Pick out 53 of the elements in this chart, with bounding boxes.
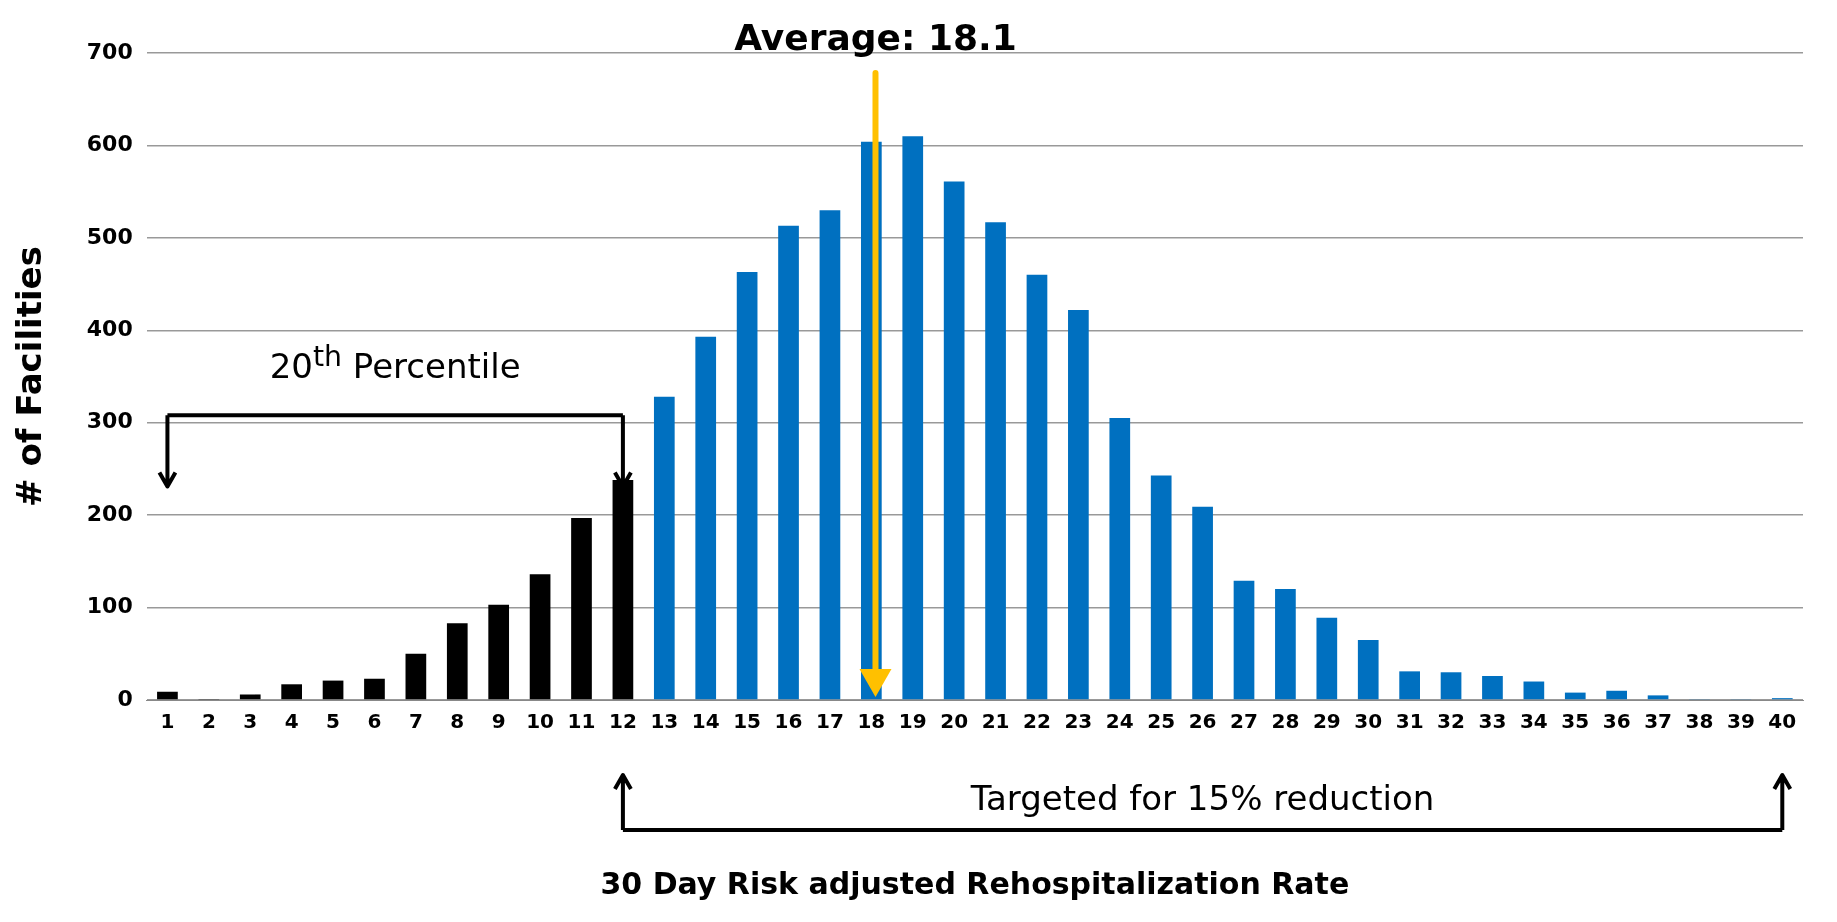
x-tick-label: 33 bbox=[1478, 709, 1507, 734]
x-tick-label: 22 bbox=[1023, 709, 1051, 734]
x-tick-label: 19 bbox=[898, 709, 927, 734]
x-tick-label: 35 bbox=[1561, 709, 1590, 734]
x-tick-label: 2 bbox=[201, 709, 216, 734]
x-tick-label: 12 bbox=[608, 709, 637, 734]
y-tick-label: 0 bbox=[117, 685, 133, 711]
y-axis-title: # of Facilities bbox=[9, 246, 50, 507]
y-tick-label: 300 bbox=[86, 408, 133, 434]
x-tick-label: 40 bbox=[1768, 709, 1797, 734]
x-tick-label: 28 bbox=[1271, 709, 1300, 734]
x-tick-label: 23 bbox=[1064, 709, 1093, 734]
x-tick-label: 32 bbox=[1437, 709, 1465, 734]
x-tick-label: 5 bbox=[326, 709, 341, 734]
x-tick-label: 3 bbox=[243, 709, 258, 734]
x-tick-label: 18 bbox=[857, 709, 886, 734]
x-tick-label: 4 bbox=[284, 709, 299, 734]
x-tick-label: 37 bbox=[1644, 709, 1672, 734]
x-tick-label: 7 bbox=[408, 709, 423, 734]
x-tick-label: 36 bbox=[1602, 709, 1631, 734]
x-tick-label: 13 bbox=[650, 709, 679, 734]
x-tick-label: 34 bbox=[1519, 709, 1548, 734]
y-tick-label: 100 bbox=[86, 593, 133, 619]
annotation: 20$^{th}$ Percentile bbox=[268, 340, 522, 387]
x-tick-label: 8 bbox=[450, 709, 465, 734]
text: Targeted for 15% reduction bbox=[969, 778, 1436, 818]
y-tick-label: 700 bbox=[86, 38, 133, 64]
x-tick-label: 21 bbox=[981, 709, 1010, 734]
x-tick-label: 1 bbox=[160, 709, 175, 734]
x-tick-label: 10 bbox=[526, 709, 555, 734]
x-tick-label: 16 bbox=[774, 709, 803, 734]
x-tick-label: 9 bbox=[491, 709, 506, 734]
y-tick-label: 400 bbox=[86, 316, 133, 341]
x-tick-label: 26 bbox=[1188, 709, 1217, 734]
y-tick-label: 200 bbox=[86, 500, 133, 526]
x-tick-label: 11 bbox=[567, 709, 596, 734]
ref-line-label: Average: 18.1 bbox=[734, 17, 1017, 59]
x-tick-label: 6 bbox=[367, 709, 382, 734]
x-axis-title: 30 Day Risk adjusted Rehospitalization Rate bbox=[600, 865, 1350, 901]
x-tick-label: 20 bbox=[940, 709, 969, 734]
x-tick-label: 14 bbox=[691, 709, 720, 734]
x-tick-label: 24 bbox=[1105, 709, 1134, 734]
y-tick-label: 600 bbox=[86, 131, 133, 157]
x-tick-label: 30 bbox=[1354, 709, 1383, 734]
x-tick-label: 29 bbox=[1312, 709, 1341, 734]
x-tick-label: 25 bbox=[1147, 709, 1176, 734]
y-tick-label: 500 bbox=[86, 223, 133, 249]
x-tick-label: 17 bbox=[816, 709, 844, 734]
x-tick-label: 39 bbox=[1726, 709, 1755, 734]
x-tick-label: 38 bbox=[1685, 709, 1714, 734]
x-tick-label: 15 bbox=[733, 709, 762, 734]
x-tick-label: 27 bbox=[1230, 709, 1258, 734]
x-tick-label: 31 bbox=[1395, 709, 1424, 734]
